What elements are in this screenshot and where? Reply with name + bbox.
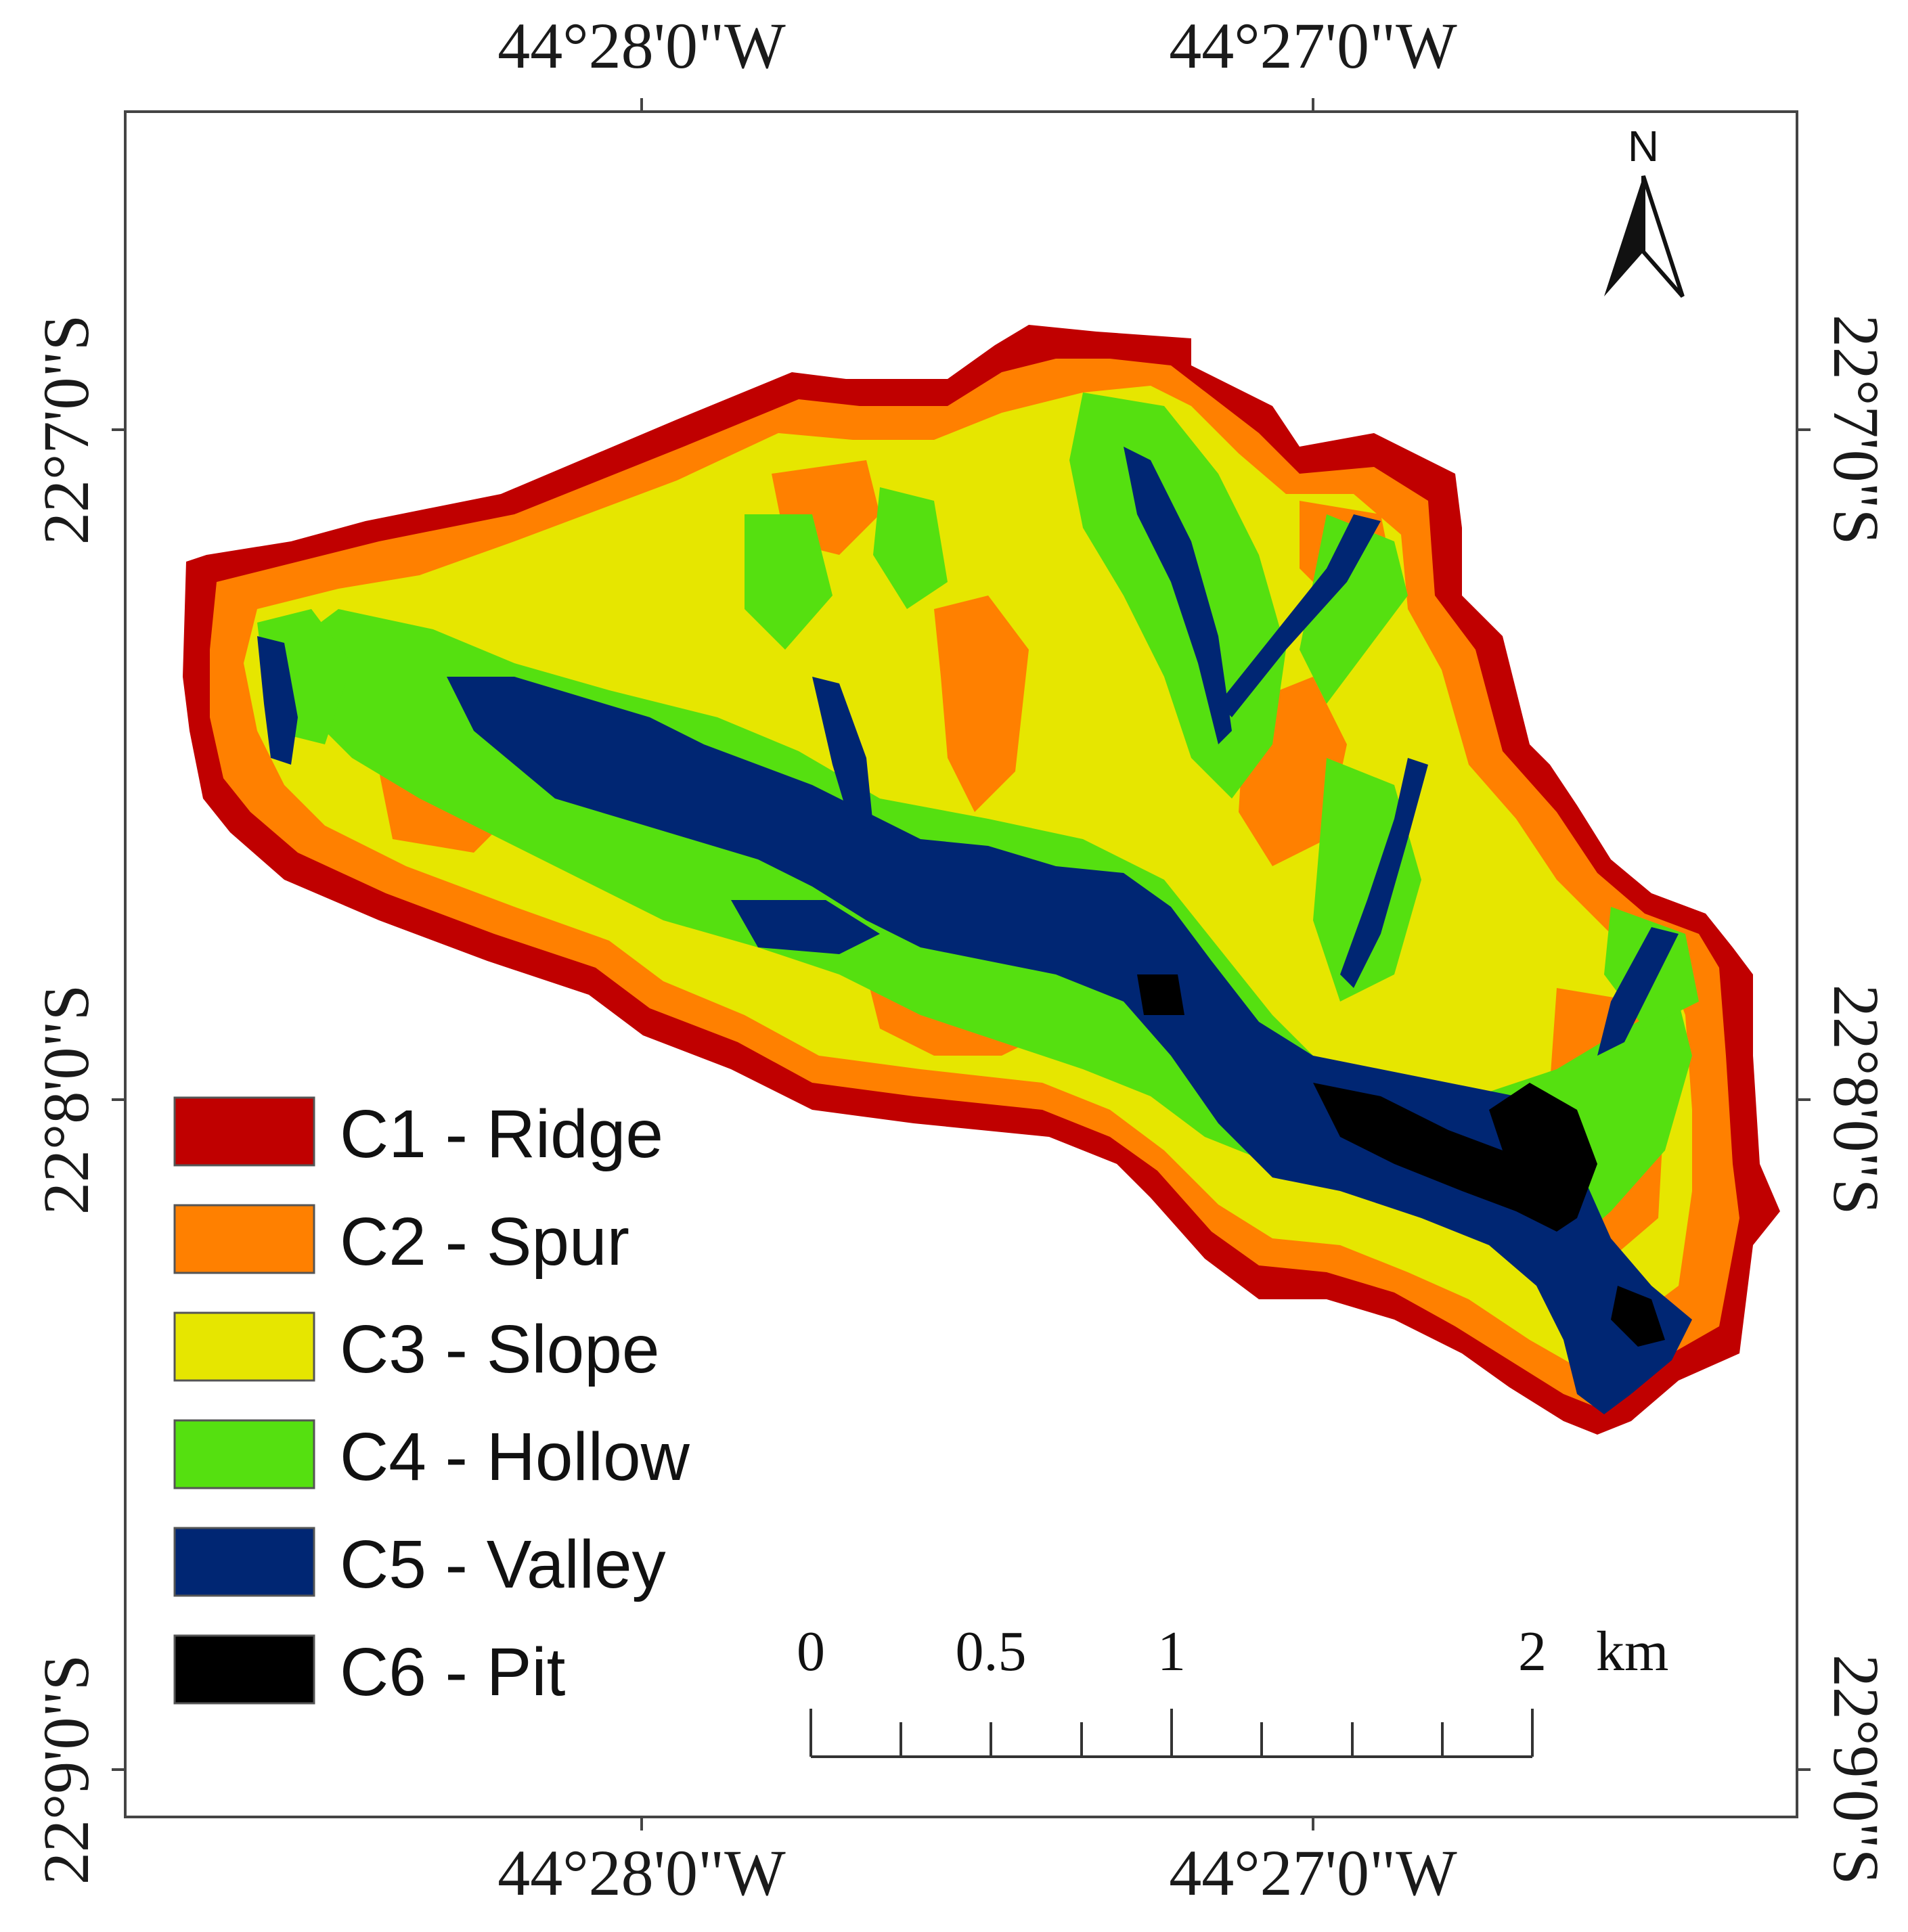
scale-label-0-5: 0.5: [956, 1620, 1027, 1683]
scale-label-2: 2: [1518, 1620, 1547, 1683]
scale-bar: 0 0.5 1 2 km: [797, 1620, 1668, 1758]
latitude-label-left-3: 22°9'0"S: [30, 1655, 102, 1885]
valley-class-area: [257, 447, 1692, 1414]
latitude-label-right-1: 22°7'0"S: [1820, 315, 1892, 545]
latitude-label-right-2: 22°8'0"S: [1820, 985, 1892, 1215]
scale-label-0: 0: [797, 1620, 825, 1683]
legend-swatch-hollow: [173, 1419, 315, 1489]
latitude-label-left-1: 22°7'0"S: [30, 315, 102, 545]
legend-swatch-slope: [173, 1311, 315, 1382]
frame-ticks: [112, 98, 1811, 1830]
legend-label-slope: C3 - Slope: [340, 1311, 659, 1387]
legend-label-pit: C6 - Pit: [340, 1634, 566, 1710]
latitude-label-right-3: 22°9'0"S: [1820, 1655, 1892, 1885]
scale-label-1: 1: [1157, 1620, 1186, 1683]
legend-swatch-valley: [173, 1527, 315, 1597]
legend-swatch-ridge: [173, 1096, 315, 1167]
legend-swatch-pit: [173, 1634, 315, 1705]
pit-class-area: [1137, 974, 1665, 1347]
longitude-label-top-right: 44°27'0"W: [1169, 9, 1457, 82]
legend: C1 - Ridge C2 - Spur C3 - Slope C4 - Hol…: [173, 1096, 690, 1710]
latitude-label-left-2: 22°8'0"S: [30, 985, 102, 1215]
longitude-label-bottom-left: 44°28'0"W: [497, 1837, 786, 1909]
legend-label-valley: C5 - Valley: [340, 1527, 666, 1602]
longitude-label-bottom-right: 44°27'0"W: [1169, 1837, 1457, 1909]
north-arrow-icon: N: [1604, 122, 1685, 298]
legend-label-hollow: C4 - Hollow: [340, 1419, 690, 1495]
legend-swatch-spur: [173, 1204, 315, 1274]
longitude-label-top-left: 44°28'0"W: [497, 9, 786, 82]
legend-label-ridge: C1 - Ridge: [340, 1096, 663, 1172]
scale-unit-label: km: [1596, 1620, 1668, 1683]
north-arrow-label: N: [1628, 122, 1659, 171]
legend-label-spur: C2 - Spur: [340, 1204, 629, 1280]
